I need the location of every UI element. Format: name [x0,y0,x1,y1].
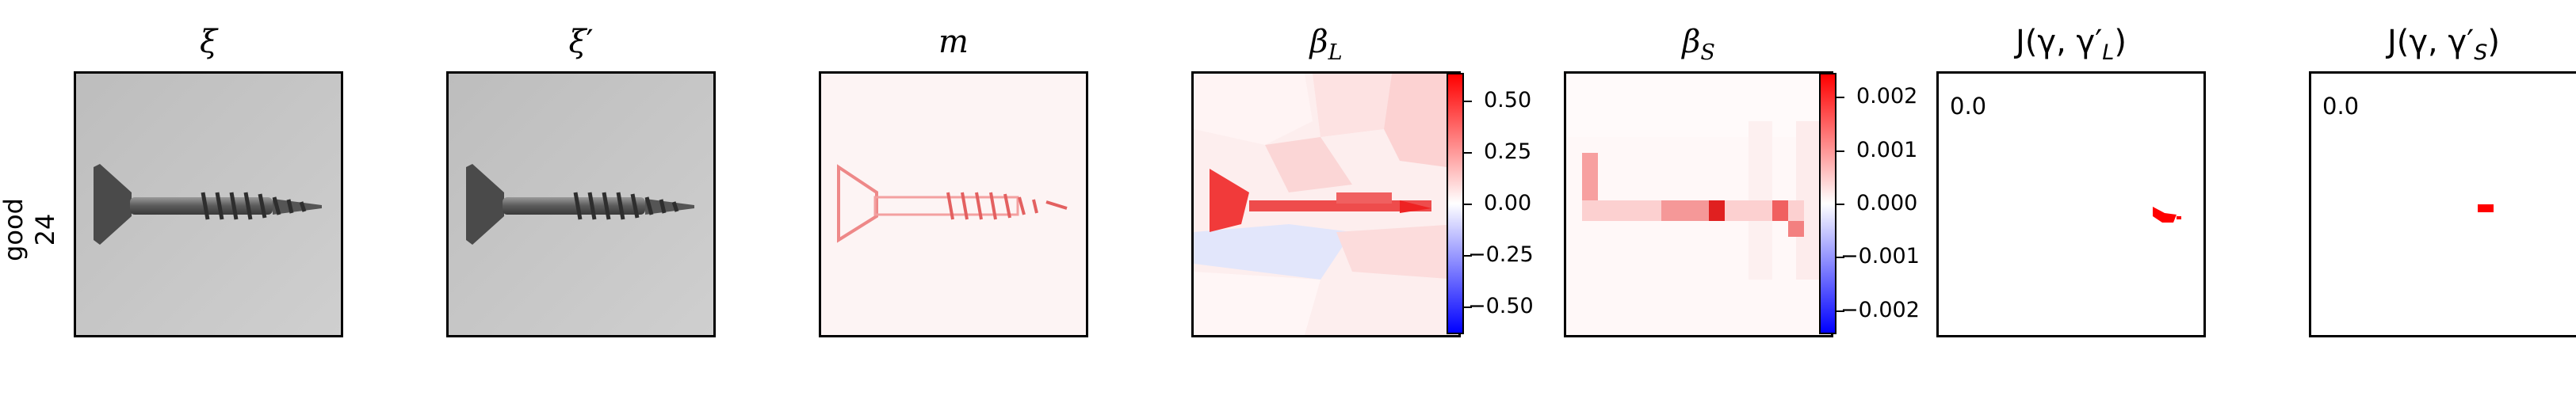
panel-title-xi: ξ [74,22,343,62]
tick-label: −0.001 [1840,244,1920,268]
title-close: ) [2114,24,2127,60]
superpixel-map-icon [1194,74,1458,335]
panel-title-beta-l: βL [1191,22,1461,73]
grid-map-icon [1566,74,1831,335]
tick-label: 0.000 [1856,191,1918,215]
row-label-index: 24 [30,213,60,246]
title-subscript: L [2102,40,2115,65]
title-symbol: β [1309,24,1328,60]
heatmap-beta-l [1191,71,1461,337]
tick-label: −0.25 [1468,242,1534,267]
title-main: J(γ, γ′ [2387,24,2475,60]
difference-map-icon [821,74,1086,335]
colorbar-beta-l [1447,73,1464,334]
tick-label: 0.50 [1484,88,1532,112]
image-xi [74,71,343,337]
title-prime: ′ [586,24,594,60]
jaccard-value: 0.0 [1950,93,1987,120]
tick-label: 0.25 [1484,139,1532,164]
panel-title-xi-prime: ξ′ [446,22,716,62]
panel-title-m: m [819,22,1088,62]
tick-label: 0.001 [1856,138,1918,162]
title-subscript: L [1328,40,1343,65]
image-xi-prime [446,71,716,337]
screw-image-icon [76,74,341,335]
mask-map-icon [2153,207,2181,223]
panel-title-j-s: J(γ, γ′S) [2309,22,2576,73]
tick-label: 0.00 [1484,191,1532,215]
tick-label: −0.002 [1840,298,1920,322]
mask-j-s: 0.0 [2309,71,2576,337]
title-close: ) [2487,24,2500,60]
mask-map-icon [2478,204,2494,212]
screw-image-icon [449,74,713,335]
row-label: good 24 [0,174,69,285]
panel-title-j-l: J(γ, γ′L) [1936,22,2206,73]
tick-label: −0.50 [1468,294,1534,318]
heatmap-beta-s [1564,71,1833,337]
jaccard-value: 0.0 [2322,93,2360,120]
panel-title-beta-s: βS [1564,22,1833,73]
image-m [819,71,1088,337]
tick-label: 0.002 [1856,84,1918,109]
colorbar-beta-s [1819,73,1836,334]
title-subscript: S [2474,40,2488,65]
title-symbol: ξ [199,24,218,60]
title-symbol: m [938,24,969,60]
title-main: J(γ, γ′ [2016,24,2103,60]
row-label-class: good [0,198,29,261]
mask-j-l: 0.0 [1936,71,2206,337]
title-symbol: β [1682,24,1701,60]
title-subscript: S [1700,40,1715,65]
title-symbol: ξ [568,24,587,60]
